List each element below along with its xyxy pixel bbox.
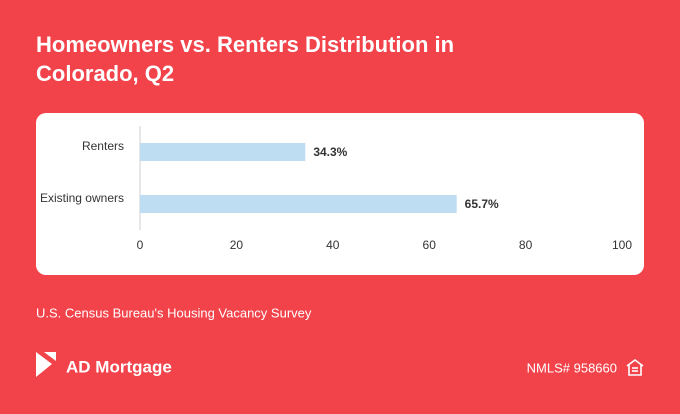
bar — [140, 143, 306, 161]
bar — [140, 195, 457, 213]
value-label: 34.3% — [313, 145, 347, 159]
y-tick-label: Existing owners — [39, 191, 124, 205]
chart-card — [36, 113, 644, 275]
x-tick-label: 60 — [423, 238, 437, 252]
x-tick-label: 0 — [137, 238, 144, 252]
value-label: 65.7% — [465, 197, 499, 211]
equal-housing-icon — [626, 359, 644, 376]
nmls: NMLS# 958660 — [527, 360, 617, 375]
brand-logo — [36, 352, 56, 377]
x-tick-label: 40 — [326, 238, 340, 252]
x-tick-label: 100 — [612, 238, 632, 252]
x-tick-label: 20 — [230, 238, 244, 252]
chart-title: Homeowners vs. Renters Distribution in C… — [36, 32, 455, 86]
y-tick-label: Renters — [81, 139, 124, 153]
source: U.S. Census Bureau's Housing Vacancy Sur… — [36, 305, 312, 320]
x-tick-label: 80 — [519, 238, 533, 252]
brand-name: AD Mortgage — [66, 357, 172, 376]
